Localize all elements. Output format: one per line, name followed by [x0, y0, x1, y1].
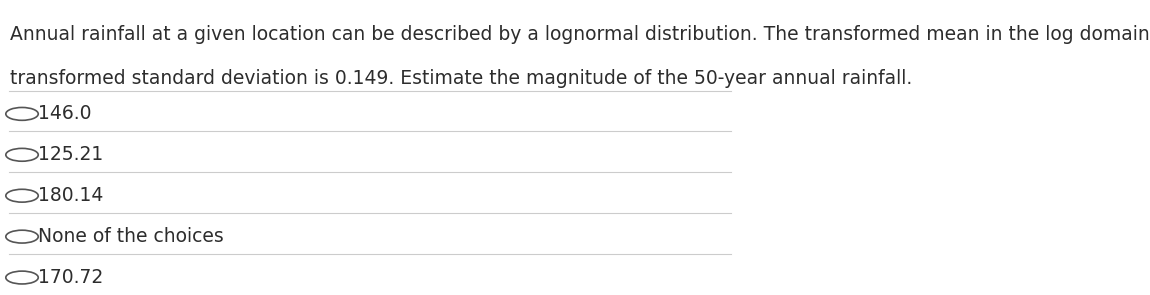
Text: 170.72: 170.72: [38, 268, 104, 287]
Text: 146.0: 146.0: [38, 104, 92, 123]
Text: 180.14: 180.14: [38, 186, 104, 205]
Text: 125.21: 125.21: [38, 145, 104, 164]
Text: transformed standard deviation is 0.149. Estimate the magnitude of the 50-year a: transformed standard deviation is 0.149.…: [10, 69, 912, 88]
Text: Annual rainfall at a given location can be described by a lognormal distribution: Annual rainfall at a given location can …: [10, 25, 1150, 44]
Text: None of the choices: None of the choices: [38, 227, 224, 246]
